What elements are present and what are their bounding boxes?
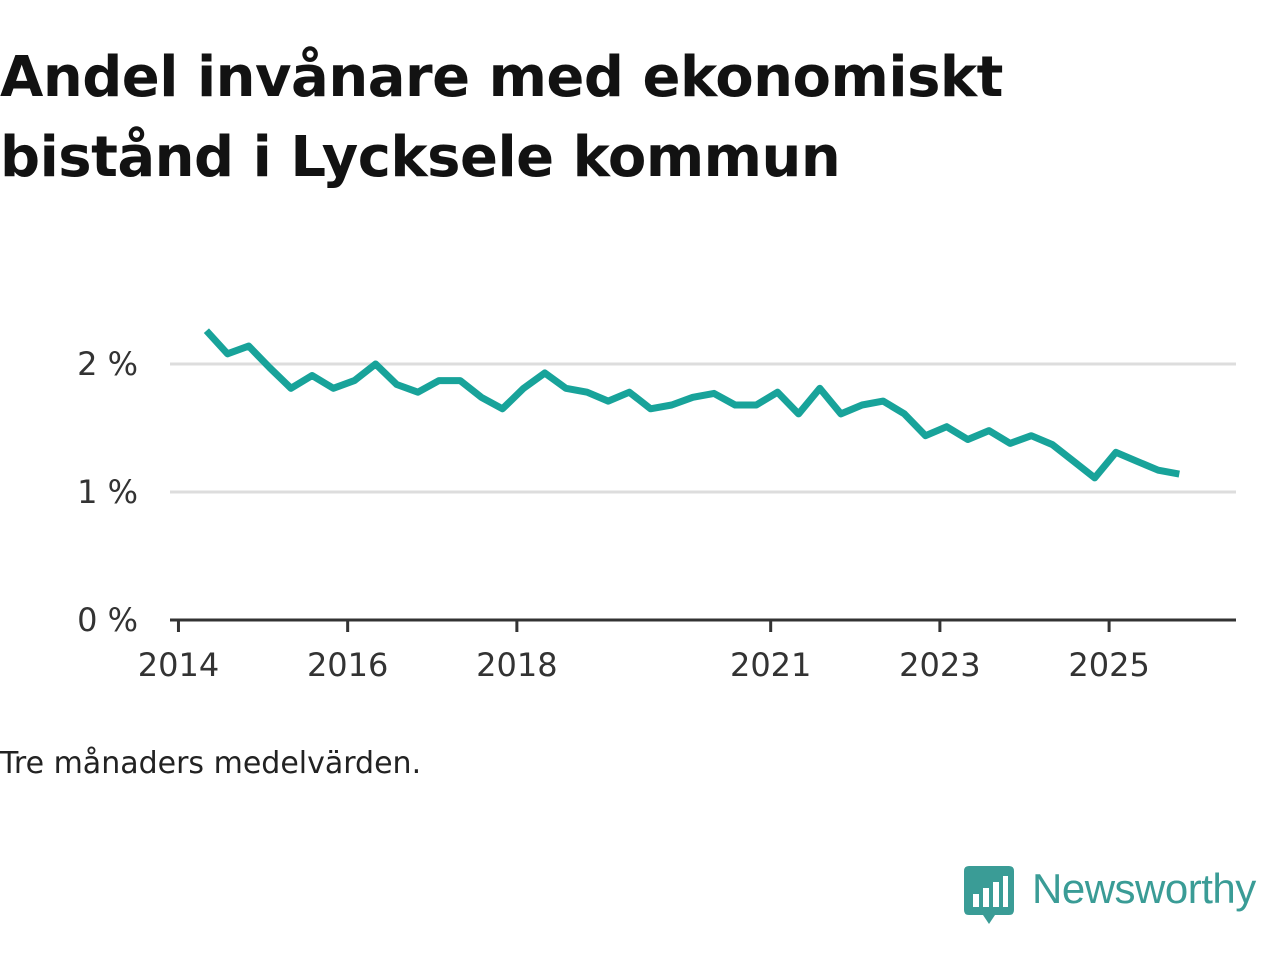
data-point [393, 381, 400, 388]
data-point [732, 402, 739, 409]
data-point [1176, 471, 1183, 478]
y-tick-label: 1 % [77, 473, 138, 511]
data-point [1007, 440, 1014, 447]
data-point [224, 350, 231, 357]
newsworthy-logo: Newsworthy [964, 864, 1280, 928]
data-point [584, 389, 591, 396]
x-axis-labels: 2014 2016 2018 2021 2023 2025 [138, 646, 1150, 684]
data-point [626, 389, 633, 396]
data-point [266, 364, 273, 371]
data-point [668, 402, 675, 409]
data-point [1091, 474, 1098, 481]
data-point [499, 405, 506, 412]
y-axis-labels: 0 % 1 % 2 % [77, 345, 138, 639]
newsworthy-logo-icon [964, 866, 1014, 924]
data-point [689, 394, 696, 401]
data-point [1134, 458, 1141, 465]
data-point [943, 423, 950, 430]
gridlines [170, 362, 1236, 494]
data-point [1112, 449, 1119, 456]
data-point [457, 377, 464, 384]
data-point [372, 361, 379, 368]
data-point [414, 389, 421, 396]
x-axis [170, 618, 1236, 632]
x-tick-label: 2014 [138, 646, 219, 684]
series-line [203, 328, 1180, 482]
x-tick-label: 2018 [476, 646, 557, 684]
data-point [351, 377, 358, 384]
series [203, 327, 1183, 482]
data-point [541, 370, 548, 377]
data-point [711, 390, 718, 397]
data-point [816, 385, 823, 392]
chart-note: Tre månaders medelvärden. [0, 746, 422, 781]
x-tick-label: 2016 [307, 646, 388, 684]
data-point [203, 327, 210, 334]
data-point [1070, 458, 1077, 465]
data-point [1155, 467, 1162, 474]
data-point [309, 372, 316, 379]
data-point [1028, 432, 1035, 439]
x-tick-label: 2023 [899, 646, 980, 684]
data-point [774, 389, 781, 396]
data-point [880, 398, 887, 405]
data-point [520, 385, 527, 392]
data-point [436, 377, 443, 384]
y-tick-label: 2 % [77, 345, 138, 383]
data-point [1049, 441, 1056, 448]
newsworthy-logo-text: Newsworthy [1032, 865, 1256, 912]
data-point [837, 410, 844, 417]
data-point [562, 385, 569, 392]
x-tick-label: 2025 [1068, 646, 1149, 684]
y-tick-label: 0 % [77, 601, 138, 639]
x-tick-label: 2021 [730, 646, 811, 684]
data-point [986, 427, 993, 434]
data-point [478, 394, 485, 401]
data-point [647, 405, 654, 412]
data-point [605, 398, 612, 405]
data-point [964, 436, 971, 443]
data-point [330, 385, 337, 392]
data-point [795, 410, 802, 417]
chart-title: Andel invånare med ekonomiskt bistånd i … [0, 45, 1003, 190]
data-point [288, 385, 295, 392]
data-point [753, 402, 760, 409]
data-point [859, 402, 866, 409]
data-point [901, 410, 908, 417]
data-point [922, 432, 929, 439]
data-point [245, 343, 252, 350]
